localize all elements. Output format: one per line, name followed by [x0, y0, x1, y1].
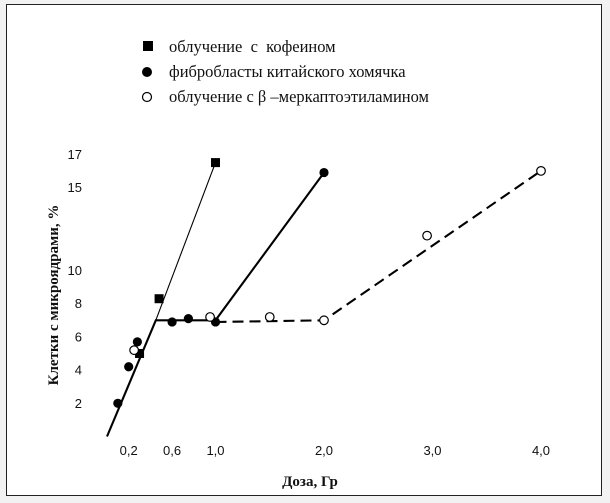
x-tick-label: 2,0: [315, 443, 333, 458]
y-tick-label: 15: [68, 180, 82, 195]
figure-frame: облучение с кофеином фибробласты китайск…: [6, 4, 602, 496]
point-filled-square: [135, 349, 145, 358]
point-open-circle: [205, 312, 215, 322]
y-tick-label: 10: [68, 263, 82, 278]
fit-line-3: [215, 170, 542, 324]
y-tick-label: 4: [75, 363, 82, 378]
y-tick-label: 6: [75, 329, 82, 344]
chart: облучение с кофеином фибробласты китайск…: [46, 37, 550, 490]
point-open-circle: [319, 315, 329, 326]
point-filled-circle: [167, 317, 177, 327]
legend-marker-filled-square: [143, 41, 153, 51]
legend-label-caffeine: облучение с кофеином: [169, 37, 336, 56]
y-tick-labels: 2 4 6 8 10 15 17: [68, 147, 82, 411]
legend-marker-open-circle: [141, 91, 153, 103]
point-filled-circle: [124, 362, 134, 372]
fit-lines: [106, 162, 542, 437]
y-tick-label: 2: [75, 396, 82, 411]
point-filled-circle: [183, 314, 193, 324]
x-tick-label: 0,2: [120, 443, 138, 458]
point-filled-circle: [319, 167, 329, 178]
x-tick-label: 4,0: [532, 443, 550, 458]
point-filled-circle: [113, 398, 123, 408]
point-filled-square: [154, 294, 164, 304]
point-open-circle: [129, 345, 140, 356]
fit-line-2: [106, 171, 325, 437]
x-tick-labels: 0,2 0,6 1,0 2,0 3,0 4,0: [120, 443, 550, 458]
legend-label-mercaptoethylamine: облучение с β –меркаптоэтиламином: [169, 87, 430, 106]
point-open-circle: [536, 165, 546, 176]
legend-label-fibroblasts: фибробласты китайского хомячка: [169, 62, 406, 81]
y-axis-title: Клетки с микроядрами, %: [46, 205, 62, 386]
point-filled-square: [211, 158, 220, 168]
point-open-circle: [422, 230, 432, 241]
legend: облучение с кофеином фибробласты китайск…: [141, 37, 430, 106]
x-axis-title: Доза, Гр: [282, 474, 338, 490]
legend-marker-filled-circle: [142, 67, 152, 77]
fit-line-1: [155, 162, 217, 321]
y-tick-label: 17: [68, 147, 82, 162]
data-points: [113, 158, 546, 408]
point-open-circle: [264, 312, 275, 322]
x-tick-label: 3,0: [423, 443, 441, 458]
point-filled-circle: [132, 337, 142, 347]
x-tick-label: 1,0: [206, 443, 224, 458]
x-tick-label: 0,6: [163, 443, 181, 458]
y-tick-label: 8: [75, 296, 82, 311]
